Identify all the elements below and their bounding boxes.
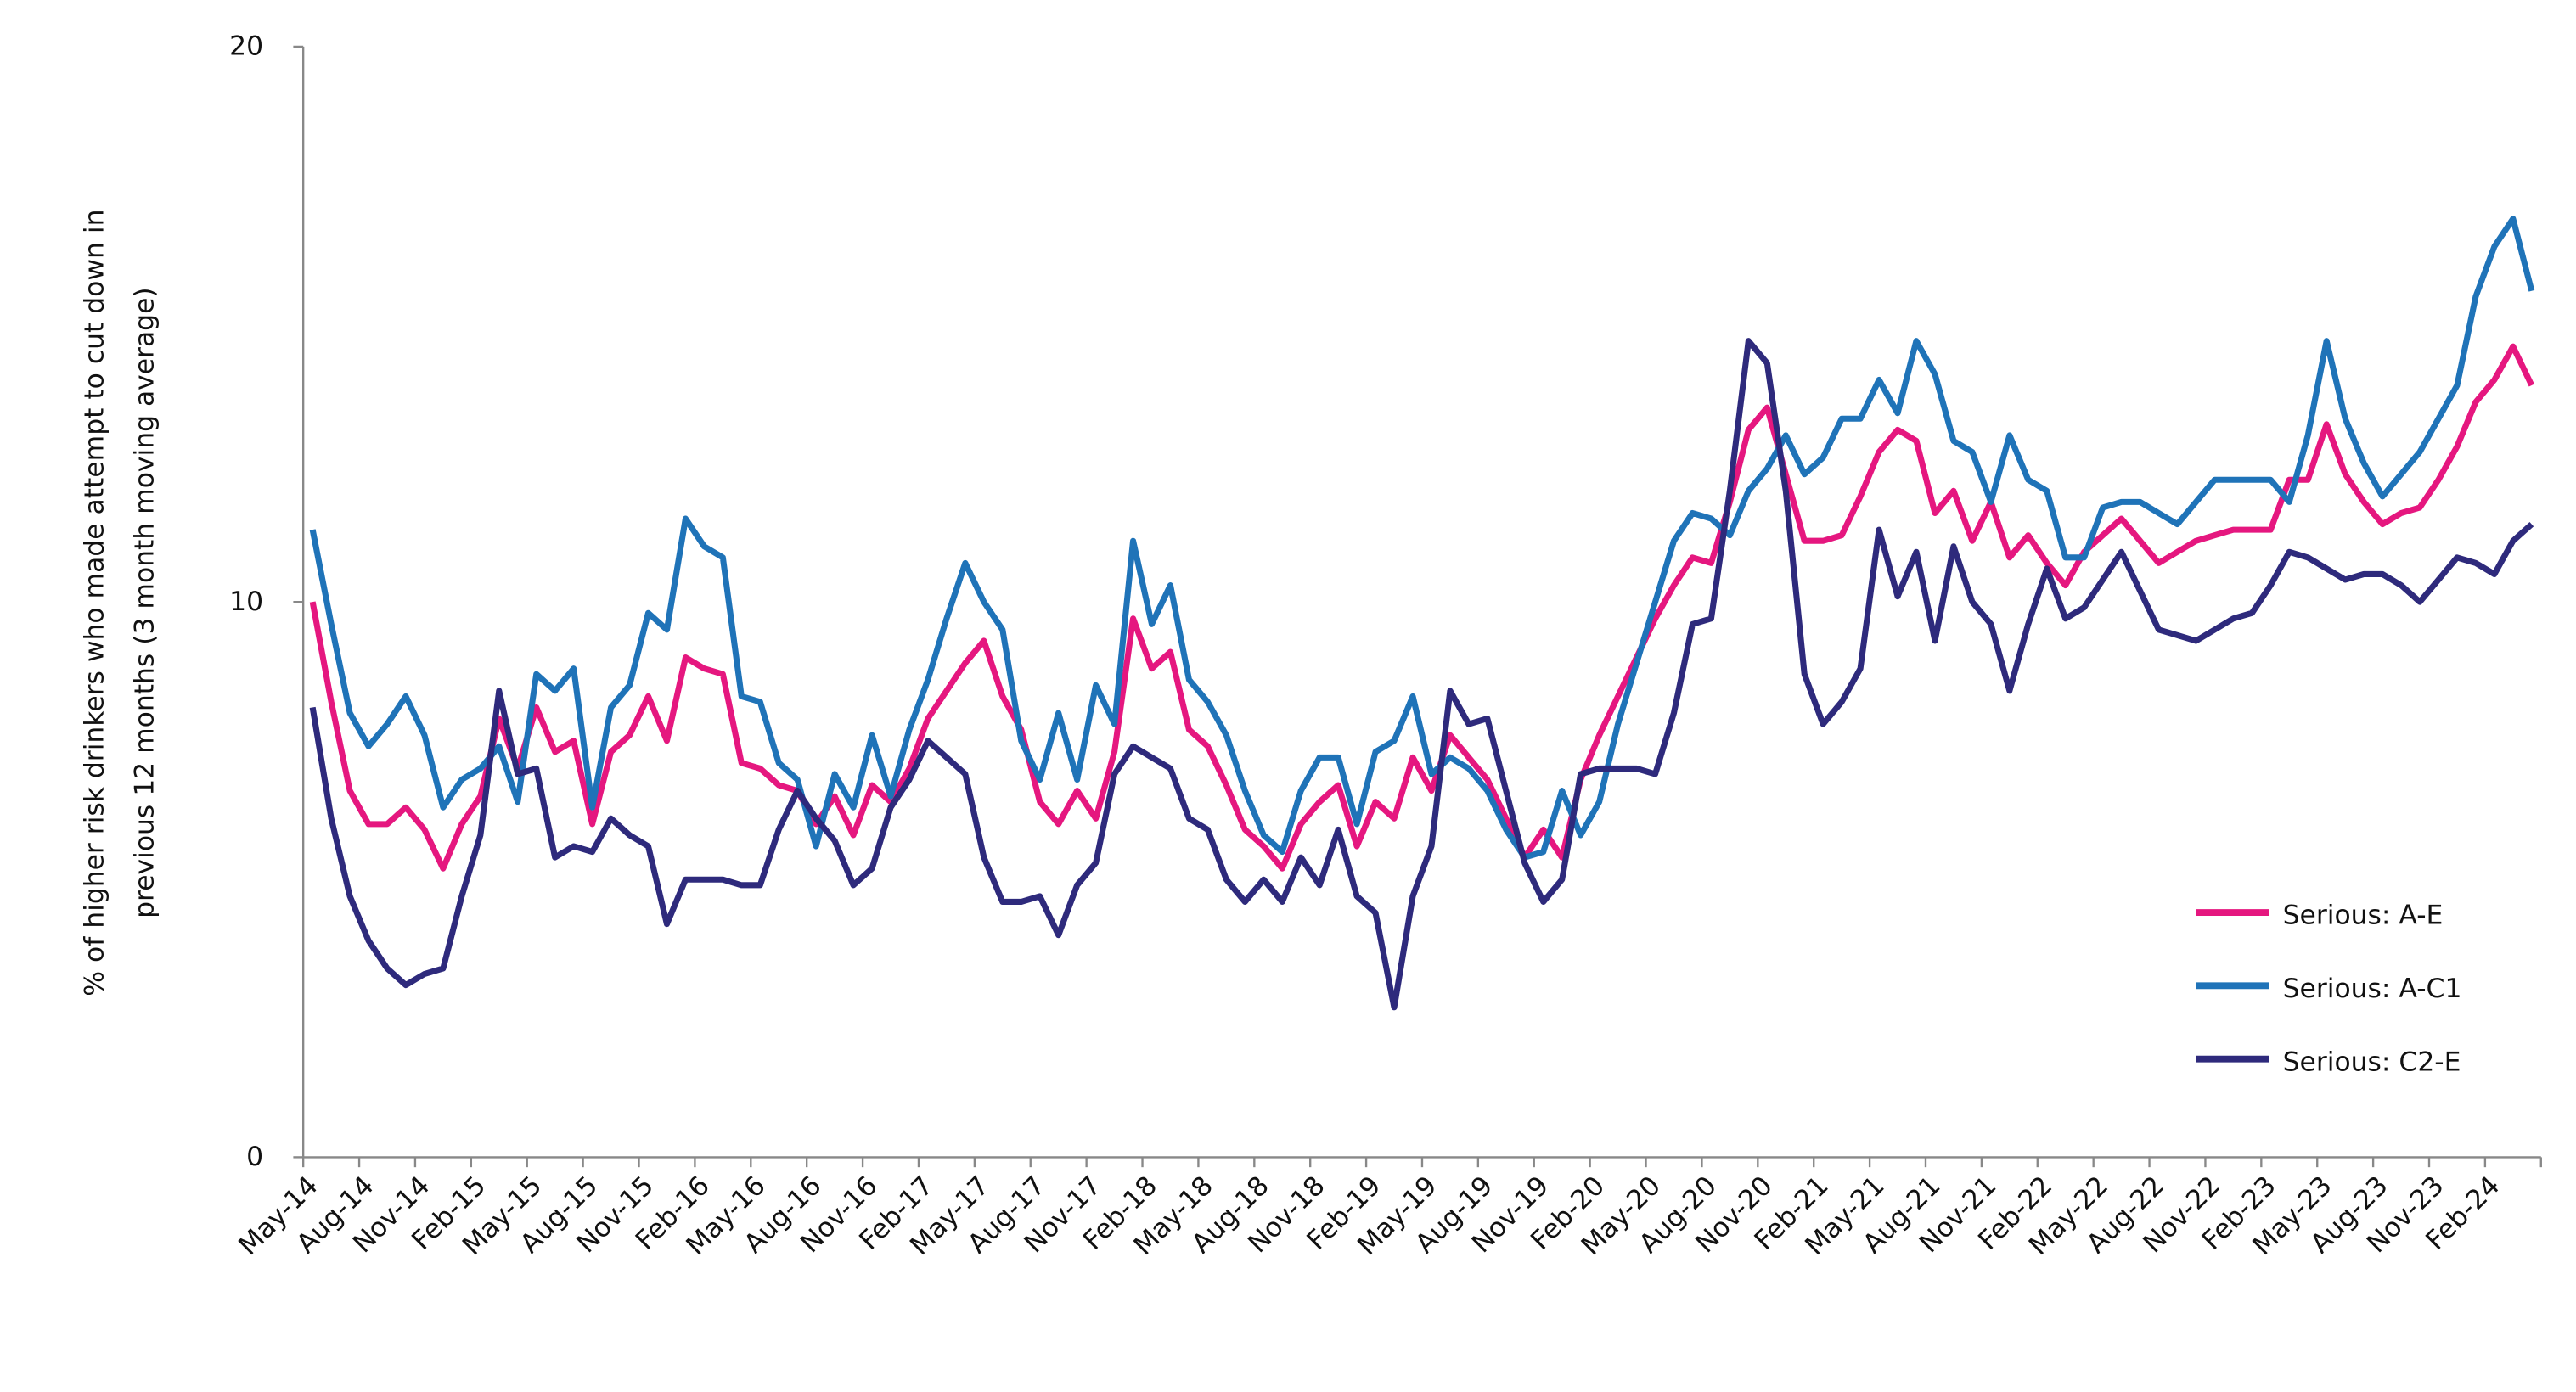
legend-item: Serious: C2-E [2196, 1047, 2461, 1077]
y-tick-label: 10 [229, 587, 263, 617]
y-tick-label: 20 [229, 31, 263, 62]
legend-label: Serious: C2-E [2283, 1047, 2461, 1077]
y-axis-title: % of higher risk drinkers who made attem… [80, 210, 160, 996]
y-axis-title-line: previous 12 months (3 month moving avera… [130, 287, 160, 918]
series-line [309, 338, 2534, 1011]
legend-item: Serious: A-C1 [2196, 974, 2462, 1004]
legend-label: Serious: A-E [2283, 901, 2444, 931]
series-line [309, 343, 2534, 872]
legend-item: Serious: A-E [2196, 901, 2444, 931]
series-line [309, 216, 2535, 861]
y-tick-label: 0 [246, 1142, 263, 1172]
legend-label: Serious: A-C1 [2283, 974, 2462, 1004]
y-axis-title-line: % of higher risk drinkers who made attem… [80, 210, 110, 996]
